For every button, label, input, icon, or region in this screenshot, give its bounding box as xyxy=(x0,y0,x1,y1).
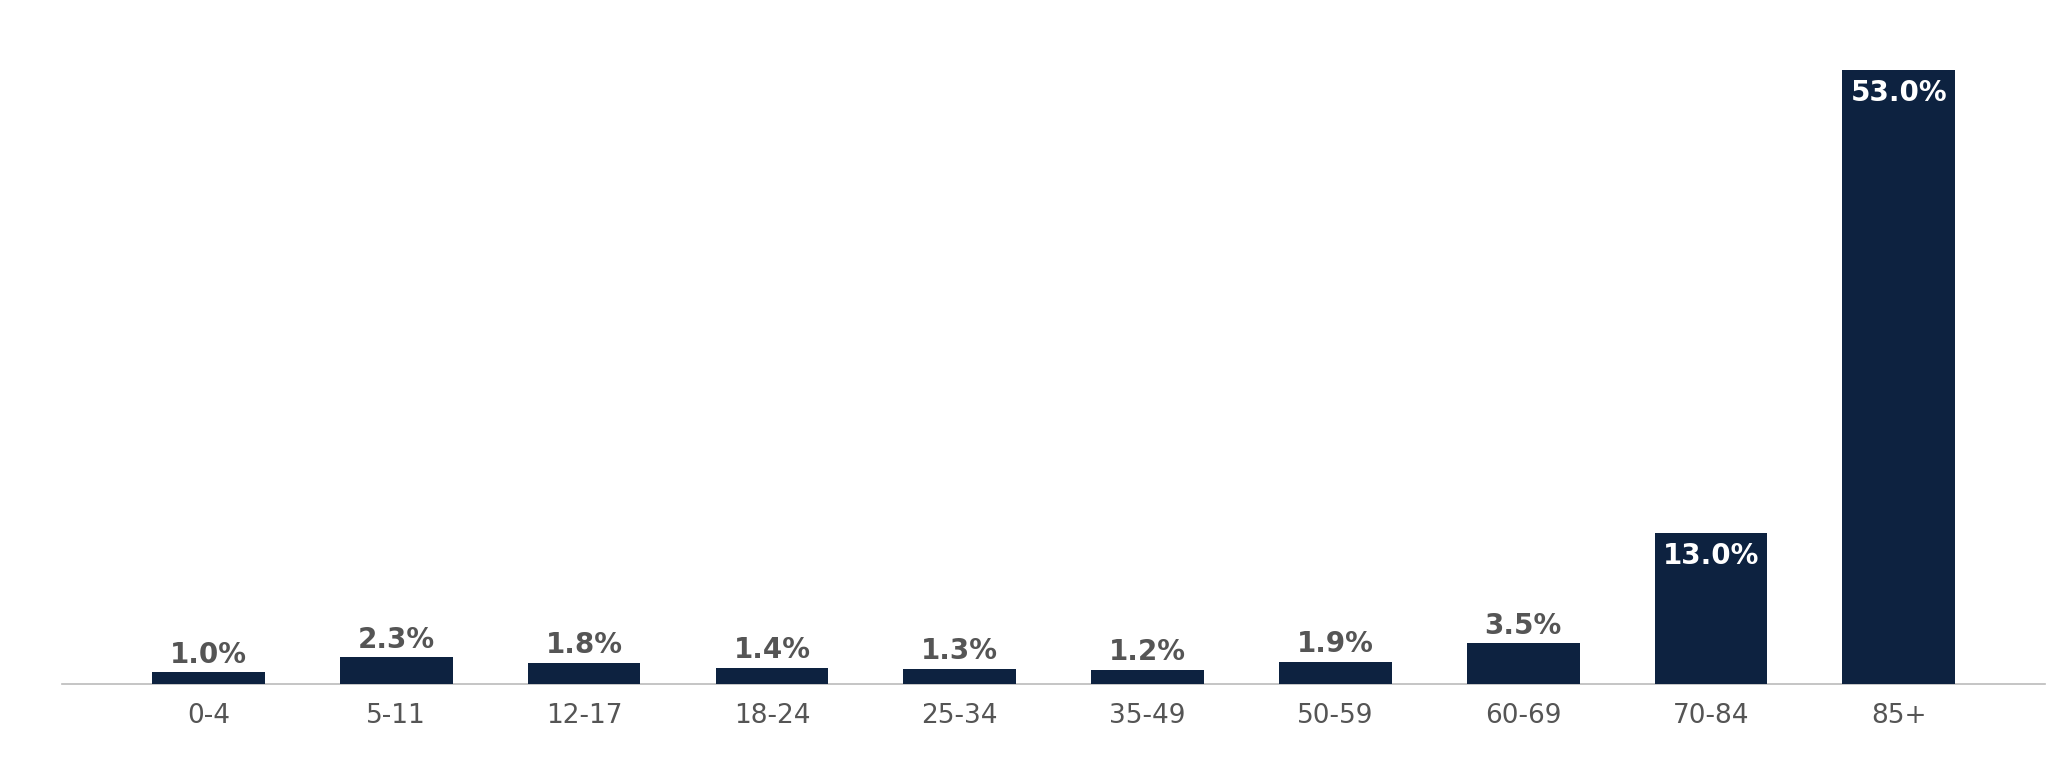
Bar xyxy=(715,667,828,684)
Text: 3.5%: 3.5% xyxy=(1485,611,1562,639)
Text: 1.9%: 1.9% xyxy=(1297,630,1374,658)
Text: 13.0%: 13.0% xyxy=(1663,542,1760,570)
Text: 1.0%: 1.0% xyxy=(169,641,248,669)
Bar xyxy=(903,669,1016,684)
Text: 1.3%: 1.3% xyxy=(921,637,998,665)
Bar xyxy=(1467,643,1580,684)
Text: 1.8%: 1.8% xyxy=(545,632,622,660)
Text: 1.2%: 1.2% xyxy=(1109,639,1186,667)
Bar xyxy=(341,657,452,684)
Bar xyxy=(1843,70,1954,684)
Text: 1.4%: 1.4% xyxy=(733,636,810,664)
Bar xyxy=(1279,662,1392,684)
Text: 53.0%: 53.0% xyxy=(1851,79,1946,107)
Bar xyxy=(1091,670,1204,684)
Text: 2.3%: 2.3% xyxy=(357,625,434,653)
Bar xyxy=(1655,533,1766,684)
Bar xyxy=(153,672,264,684)
Bar xyxy=(527,663,640,684)
